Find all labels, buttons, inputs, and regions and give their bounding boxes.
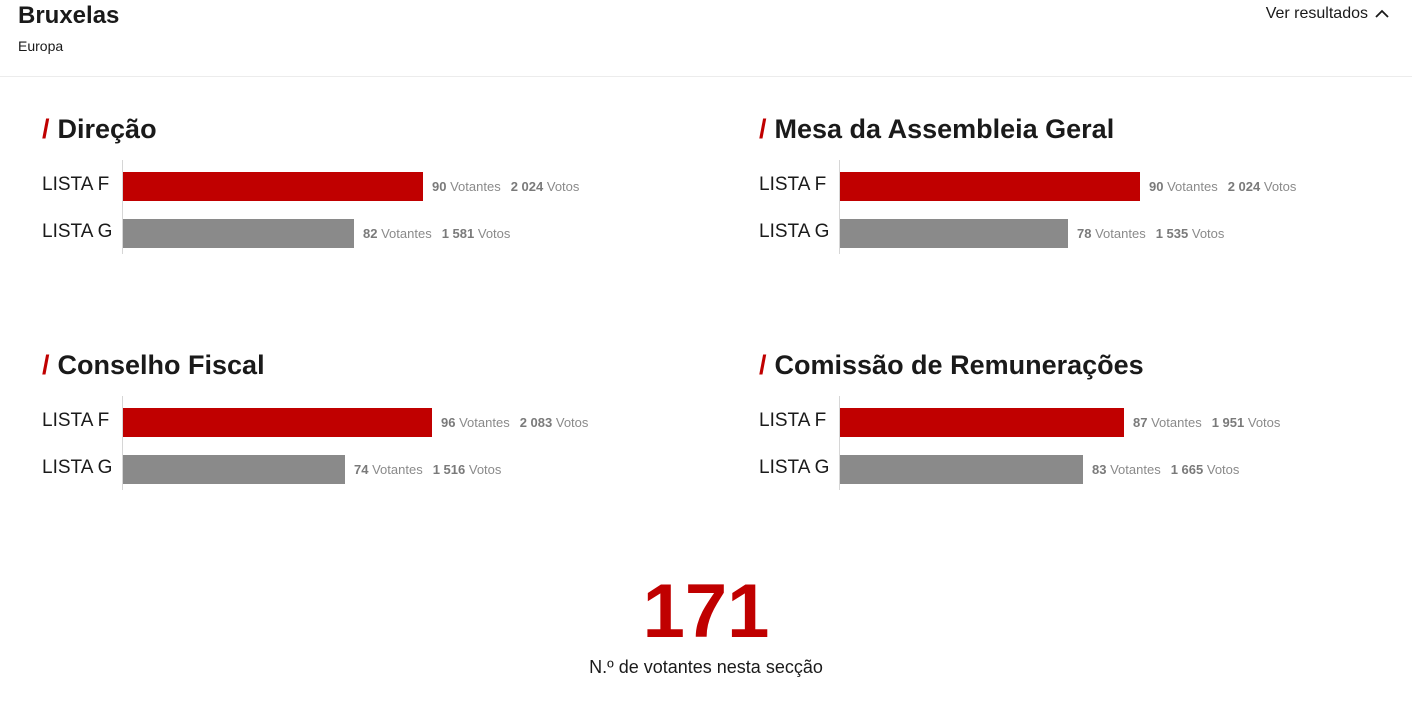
bar-lista-f <box>123 172 423 201</box>
row-stats: 87 Votantes 1 951 Votos <box>1133 415 1281 430</box>
chart-row: LISTA F 90 Votantes 2 024 Votos <box>42 172 682 202</box>
bar-lista-f <box>840 408 1124 437</box>
chart-row: LISTA F 87 Votantes 1 951 Votos <box>759 408 1399 438</box>
section-title: / Comissão de Remunerações <box>759 350 1144 380</box>
section-conselho-fiscal: / Conselho Fiscal LISTA F 96 Votantes 2 08… <box>42 350 682 510</box>
chart-row: LISTA G 83 Votantes 1 665 Votos <box>759 455 1399 485</box>
chart-row: LISTA G 78 Votantes 1 535 Votos <box>759 219 1399 249</box>
row-stats: 78 Votantes 1 535 Votos <box>1077 226 1225 241</box>
row-stats: 83 Votantes 1 665 Votos <box>1092 462 1240 477</box>
total-voters-label: N.º de votantes nesta secção <box>589 657 823 677</box>
row-stats: 96 Votantes 2 083 Votos <box>441 415 589 430</box>
chart-axis <box>122 396 123 490</box>
total-voters-count: 171 <box>642 569 770 654</box>
ver-resultados-toggle[interactable]: Ver resultados <box>1266 5 1390 23</box>
chart-row: LISTA F 90 Votantes 2 024 Votos <box>759 172 1399 202</box>
row-label: LISTA F <box>759 410 827 431</box>
location-title: Bruxelas <box>18 2 120 29</box>
slash-mark: / <box>759 350 767 380</box>
row-stats: 82 Votantes 1 581 Votos <box>363 226 511 241</box>
row-stats: 90 Votantes 2 024 Votos <box>1149 179 1297 194</box>
row-label: LISTA F <box>42 174 110 195</box>
chart-row: LISTA G 74 Votantes 1 516 Votos <box>42 455 682 485</box>
row-stats: 90 Votantes 2 024 Votos <box>432 179 580 194</box>
section-title: / Mesa da Assembleia Geral <box>759 114 1115 144</box>
location-subtitle: Europa <box>18 38 64 54</box>
toggle-label: Ver resultados <box>1265 5 1368 22</box>
section-mesa-assembleia-geral: / Mesa da Assembleia Geral LISTA F 90 Vot… <box>759 114 1399 274</box>
section-title: / Direção <box>42 114 157 144</box>
section-title: / Conselho Fiscal <box>42 350 265 380</box>
slash-mark: / <box>42 114 50 144</box>
row-label: LISTA F <box>759 174 827 195</box>
chart-row: LISTA G 82 Votantes 1 581 Votos <box>42 219 682 249</box>
bar-lista-g <box>123 219 354 248</box>
row-label: LISTA F <box>42 410 110 431</box>
chart-axis <box>839 160 840 254</box>
chevron-up-icon <box>1374 6 1390 22</box>
slash-mark: / <box>42 350 50 380</box>
bar-lista-g <box>840 455 1083 484</box>
section-comissao-remuneracoes: / Comissão de Remunerações LISTA F 87 Vot… <box>759 350 1399 510</box>
chart-axis <box>122 160 123 254</box>
slash-mark: / <box>759 114 767 144</box>
row-label: LISTA G <box>42 221 113 242</box>
row-stats: 74 Votantes 1 516 Votos <box>354 462 502 477</box>
row-label: LISTA G <box>42 457 113 478</box>
bar-lista-f <box>123 408 432 437</box>
bar-lista-g <box>123 455 345 484</box>
bar-lista-g <box>840 219 1068 248</box>
row-label: LISTA G <box>759 221 830 242</box>
chart-row: LISTA F 96 Votantes 2 083 Votos <box>42 408 682 438</box>
location-header: Bruxelas Europa Ver resultados <box>0 0 1412 77</box>
row-label: LISTA G <box>759 457 830 478</box>
section-direcao: / Direção LISTA F 90 Votantes 2 024 Votos … <box>42 114 682 274</box>
bar-lista-f <box>840 172 1140 201</box>
chart-axis <box>839 396 840 490</box>
